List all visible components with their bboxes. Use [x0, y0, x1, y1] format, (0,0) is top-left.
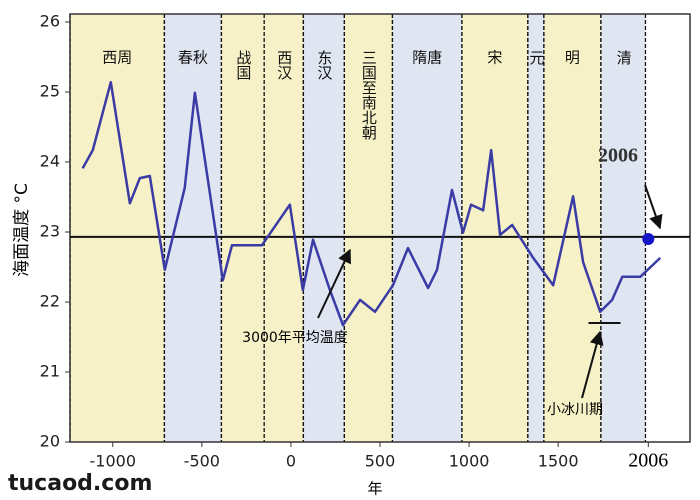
x-axis-label: 年 [367, 480, 382, 498]
period-label: 隋唐 [412, 49, 442, 67]
period-band [392, 14, 462, 442]
annotation-arrow [317, 248, 351, 319]
x-tick-label: 1500 [538, 452, 579, 471]
x-tick-label: 1000 [449, 452, 490, 471]
period-label: 三国至南北朝 [360, 50, 378, 141]
annotation-arrow [644, 184, 663, 230]
period-bands: 西周 春秋 战国 西汉 东汉 三国至南北朝 隋唐 宋 元 明 清 [69, 14, 690, 442]
x-tick-label: 0 [286, 452, 296, 471]
period-label: 清 [615, 50, 633, 66]
y-tick-label: 20 [40, 432, 60, 451]
period-band [303, 14, 345, 442]
y-tick-label: 24 [40, 152, 60, 171]
x-tick-label: -500 [184, 452, 220, 471]
period-label: 春秋 [178, 49, 208, 67]
y-tick-label: 23 [40, 222, 60, 241]
temperature-line [81, 80, 662, 327]
period-band [70, 14, 165, 442]
period-band [461, 14, 528, 442]
little-ice-age-label: 小冰川期 [547, 402, 603, 418]
period-band [527, 14, 544, 442]
y-tick-label: 21 [40, 362, 60, 381]
x-tick-label: 2006 [628, 450, 668, 472]
highlight-label: 2006 [598, 145, 638, 167]
y-tick-label: 26 [40, 12, 60, 31]
x-tick-label: 500 [365, 452, 396, 471]
period-band [600, 14, 646, 442]
period-label: 西周 [102, 49, 132, 67]
highlight-point [642, 233, 655, 245]
period-band [221, 14, 265, 442]
period-label: 宋 [487, 49, 502, 67]
y-tick-label: 25 [40, 82, 60, 101]
period-label: 战国 [234, 50, 252, 80]
period-band [264, 14, 304, 442]
plot: 20 21 22 23 24 25 26 -1000 -500 0 500 1000 1500 2006 3… [40, 12, 691, 472]
period-label: 西汉 [275, 50, 293, 80]
watermark: tucaod.com [8, 471, 152, 496]
period-label: 元 [527, 50, 545, 66]
period-label: 东汉 [315, 50, 333, 80]
period-band [164, 14, 222, 442]
x-tick-label: -1000 [90, 452, 137, 471]
period-label: 明 [565, 49, 580, 67]
y-axis-label: 海面温度 °C [12, 183, 32, 277]
reference-label: 3000年平均温度 [242, 330, 348, 346]
period-band [543, 14, 601, 442]
y-tick-label: 22 [40, 292, 60, 311]
annotation-arrow [581, 330, 604, 399]
period-band [344, 14, 393, 442]
